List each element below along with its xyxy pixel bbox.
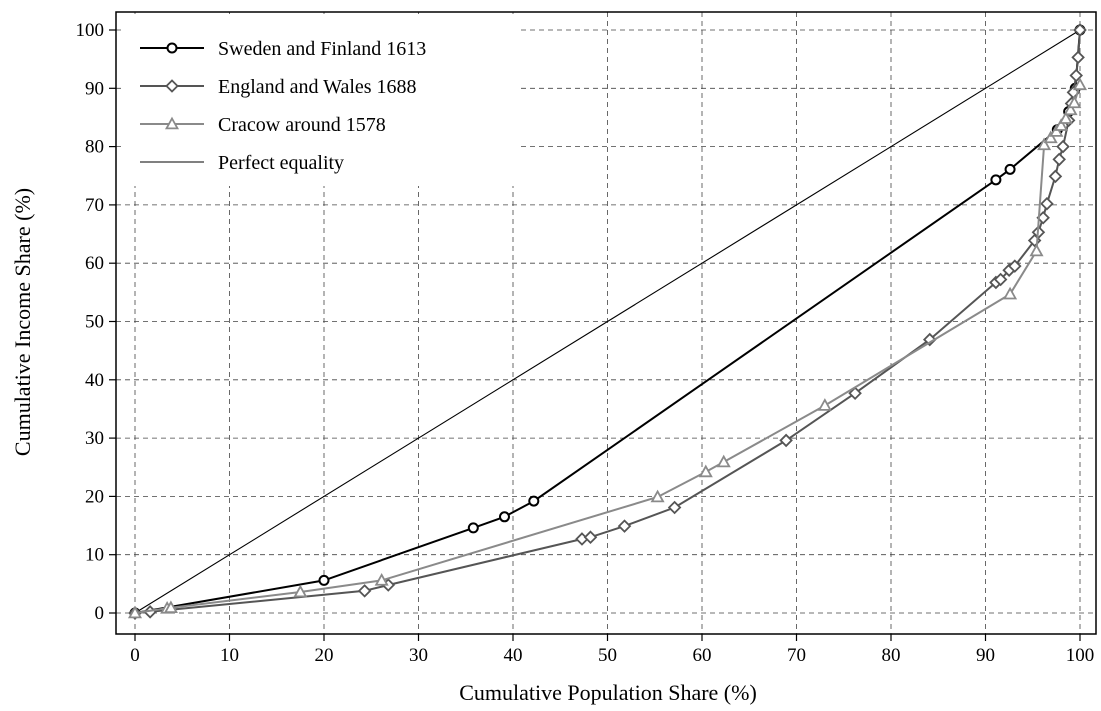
- data-point-diamond: [357, 584, 372, 598]
- data-point-triangle: [1067, 95, 1082, 109]
- legend-entry: Perfect equality: [140, 152, 344, 174]
- legend-entry: Cracow around 1578: [140, 114, 386, 136]
- data-point-triangle: [163, 600, 178, 614]
- data-point-circle: [318, 574, 330, 586]
- data-point-triangle: [127, 605, 143, 619]
- data-point-triangle: [1072, 77, 1088, 91]
- legend-label: Cracow around 1578: [218, 114, 386, 136]
- x-tick-label: 30: [409, 645, 428, 666]
- x-tick-label: 60: [693, 645, 712, 666]
- data-point-diamond: [922, 332, 937, 347]
- series-perfect-equality: [134, 29, 1081, 614]
- data-point-diamond: [1052, 152, 1066, 167]
- series-cracow-around-1578: [127, 77, 1088, 619]
- data-point-triangle: [1043, 130, 1058, 144]
- data-point-triangle: [817, 398, 832, 411]
- series-layer: [127, 23, 1088, 620]
- data-point-triangle: [716, 454, 731, 468]
- data-point-triangle: [374, 572, 389, 586]
- data-point-circle: [498, 511, 510, 523]
- data-point-diamond: [165, 79, 179, 93]
- data-point-diamond: [779, 433, 793, 448]
- x-axis-title: Cumulative Population Share (%): [459, 680, 757, 705]
- data-point-triangle: [650, 489, 665, 503]
- x-tick-label: 0: [130, 645, 140, 666]
- y-tick-label: 10: [85, 545, 104, 566]
- data-point-triangle: [293, 584, 308, 598]
- y-tick-label: 50: [85, 312, 104, 333]
- y-tick-label: 0: [95, 603, 105, 624]
- x-tick-label: 40: [504, 645, 523, 666]
- legend-entry: Sweden and Finland 1613: [140, 38, 426, 60]
- legend-label: Perfect equality: [218, 152, 344, 174]
- data-point-triangle: [164, 116, 180, 130]
- data-point-circle: [528, 495, 540, 507]
- data-point-triangle: [1003, 286, 1018, 300]
- data-point-diamond: [1073, 23, 1087, 37]
- data-point-triangle: [698, 464, 713, 478]
- x-tick-label: 20: [315, 645, 334, 666]
- data-point-circle: [166, 42, 178, 54]
- y-tick-label: 80: [85, 137, 104, 158]
- legend-label: Sweden and Finland 1613: [218, 38, 426, 60]
- x-tick-label: 10: [220, 645, 239, 666]
- y-tick-label: 40: [85, 370, 104, 391]
- y-tick-label: 90: [85, 78, 104, 99]
- data-point-diamond: [1040, 196, 1054, 211]
- legend-entry: England and Wales 1688: [140, 76, 417, 98]
- data-point-triangle: [1054, 118, 1069, 131]
- data-point-diamond: [993, 272, 1008, 287]
- y-tick-label: 60: [85, 253, 104, 274]
- x-tick-label: 70: [787, 645, 806, 666]
- y-tick-label: 20: [85, 486, 104, 507]
- series-line: [134, 29, 1081, 614]
- x-tick-label: 100: [1066, 645, 1095, 666]
- data-point-diamond: [1056, 139, 1070, 154]
- data-point-triangle: [1037, 137, 1052, 151]
- x-tick-label: 90: [976, 645, 995, 666]
- x-tick-label: 80: [882, 645, 901, 666]
- axis-ticks: 0 10 20 30 40 50 60 70 80 90 100 0 10 20 30 40 50 60 70 80 9…: [76, 20, 1095, 666]
- data-point-diamond: [667, 500, 682, 515]
- legend-label: England and Wales 1688: [218, 76, 417, 98]
- x-tick-label: 50: [598, 645, 617, 666]
- data-point-diamond: [1048, 169, 1063, 184]
- data-point-diamond: [1008, 259, 1022, 273]
- data-point-diamond: [1071, 50, 1085, 65]
- data-point-circle: [467, 522, 479, 534]
- data-point-triangle: [1029, 243, 1044, 257]
- legend: Sweden and Finland 1613 England and Wales…: [122, 14, 520, 186]
- y-axis-title: Cumulative Income Share (%): [10, 188, 35, 456]
- data-point-circle: [990, 174, 1002, 186]
- y-tick-label: 70: [85, 195, 104, 216]
- data-point-diamond: [617, 519, 632, 533]
- y-tick-label: 100: [76, 20, 105, 41]
- data-point-triangle: [1063, 102, 1078, 116]
- data-point-diamond: [583, 530, 598, 544]
- data-point-triangle: [1058, 111, 1073, 124]
- y-tick-label: 30: [85, 428, 104, 449]
- plot-frame: [115, 11, 1097, 635]
- legend-box: [122, 14, 520, 186]
- data-point-diamond: [848, 386, 862, 400]
- data-point-diamond: [1069, 68, 1083, 83]
- data-point-circle: [1004, 163, 1016, 175]
